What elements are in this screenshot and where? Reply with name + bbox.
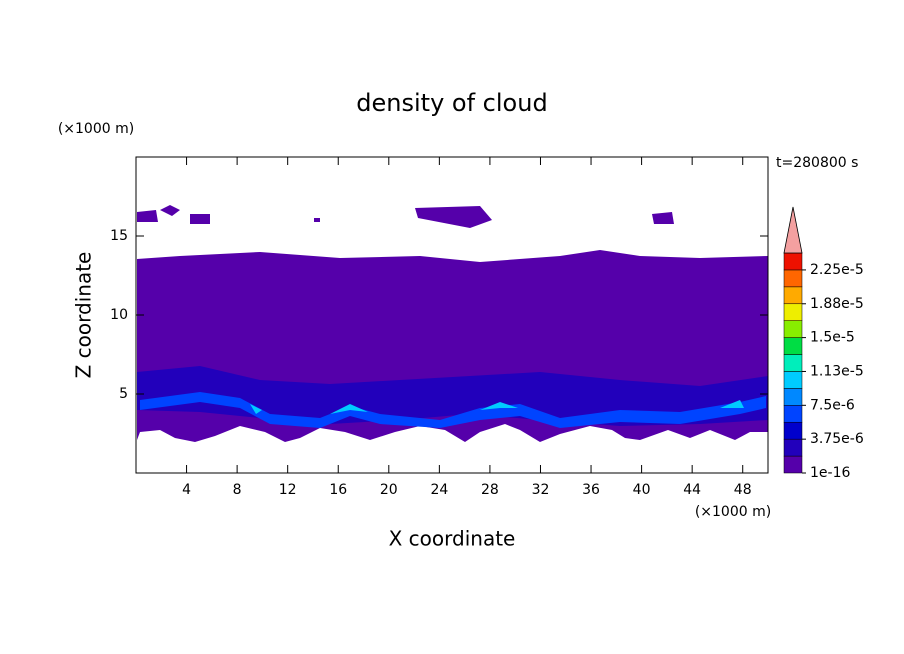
contour-fill: [137, 366, 768, 426]
colorbar-tick-label: 1e-16: [810, 465, 850, 481]
colorbar-band: [783, 371, 803, 389]
colorbar-band: [783, 388, 803, 406]
x-tick-label: 40: [633, 482, 651, 498]
time-label: t=280800 s: [776, 155, 858, 171]
colorbar-tick-label: 1.5e-5: [810, 330, 855, 346]
x-tick-label: 4: [182, 482, 191, 498]
x-axis-label: X coordinate: [389, 527, 516, 551]
y-tick-label: 5: [119, 386, 128, 402]
colorbar-band: [783, 438, 803, 457]
colorbar-tick-label: 7.5e-6: [810, 397, 855, 413]
contour-field: [137, 205, 768, 442]
contour-fill: [137, 205, 674, 228]
x-tick-label: 8: [233, 482, 242, 498]
chart-title: density of cloud: [356, 89, 547, 117]
colorbar-band: [783, 269, 803, 288]
contour-fill: [140, 392, 766, 428]
colorbar-extend: [783, 206, 803, 254]
colorbar-band: [783, 320, 803, 338]
x-tick-label: 28: [481, 482, 499, 498]
x-tick-label: 20: [380, 482, 398, 498]
y-tick-label: 15: [110, 228, 128, 244]
x-tick-label: 24: [430, 482, 448, 498]
colorbar-tick-label: 3.75e-6: [810, 431, 864, 447]
y-axis-label: Z coordinate: [72, 252, 96, 379]
colorbar-band: [783, 455, 803, 474]
colorbar-tick-label: 2.25e-5: [810, 262, 864, 278]
colorbar-band: [783, 303, 803, 321]
x-unit: (×1000 m): [695, 504, 771, 520]
x-tick-label: 16: [329, 482, 347, 498]
colorbar-band: [783, 337, 803, 355]
x-tick-label: 44: [683, 482, 701, 498]
x-tick-label: 48: [734, 482, 752, 498]
colorbar-band: [783, 354, 803, 372]
colorbar-band: [783, 252, 803, 271]
colorbar-band: [783, 421, 803, 440]
contour-fill: [250, 400, 744, 414]
y-unit: (×1000 m): [58, 121, 134, 137]
x-tick-label: 32: [532, 482, 550, 498]
colorbar-band: [783, 405, 803, 423]
colorbar-tick-label: 1.88e-5: [810, 296, 864, 312]
colorbar-tick-label: 1.13e-5: [810, 363, 864, 379]
colorbar-band: [783, 286, 803, 305]
y-tick-label: 10: [110, 307, 128, 323]
x-tick-label: 12: [279, 482, 297, 498]
x-tick-label: 36: [582, 482, 600, 498]
